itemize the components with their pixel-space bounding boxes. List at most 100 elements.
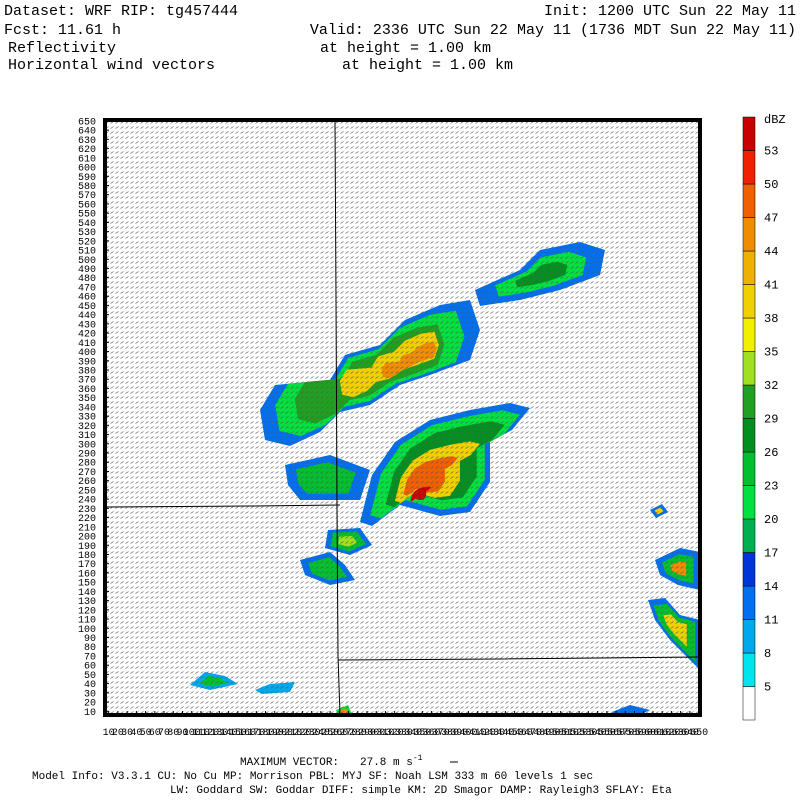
county-border <box>334 121 341 716</box>
color-swatch <box>742 116 756 151</box>
x-tick-label: 360 <box>423 728 441 739</box>
x-tick-label: 610 <box>653 728 671 739</box>
y-tick-label: 190 <box>78 542 96 553</box>
x-tick-label: 90 <box>176 728 188 739</box>
color-swatch <box>742 485 756 520</box>
y-tick-label: 320 <box>78 422 96 433</box>
y-tick-label: 460 <box>78 293 96 304</box>
colorbar-label: 32 <box>764 379 778 393</box>
colorbar-label: 23 <box>764 480 778 494</box>
y-tick-label: 440 <box>78 311 96 322</box>
y-tick-label: 150 <box>78 579 96 590</box>
y-tick-label: 10 <box>84 708 96 719</box>
y-tick-label: 210 <box>78 523 96 534</box>
y-tick-label: 70 <box>84 652 96 663</box>
x-tick-label: 10 <box>103 728 115 739</box>
y-tick-label: 370 <box>78 376 96 387</box>
dataset: Dataset: WRF RIP: tg457444 <box>4 3 238 20</box>
colorbar-label: 5 <box>764 681 771 695</box>
y-tick-label: 590 <box>78 173 96 184</box>
color-swatch <box>742 250 756 285</box>
color-swatch <box>742 518 756 553</box>
x-tick-label: 470 <box>524 728 542 739</box>
y-tick-label: 100 <box>78 625 96 636</box>
axes: 1020304050607080901001101201301401501601… <box>78 117 708 739</box>
x-tick-label: 460 <box>515 728 533 739</box>
colorbar-unit: dBZ <box>764 113 786 127</box>
x-tick-label: 570 <box>616 728 634 739</box>
colorbar-label: 14 <box>764 580 778 594</box>
y-tick-label: 30 <box>84 689 96 700</box>
x-tick-label: 620 <box>662 728 680 739</box>
x-tick-label: 70 <box>158 728 170 739</box>
x-tick-label: 530 <box>579 728 597 739</box>
y-tick-label: 140 <box>78 588 96 599</box>
y-tick-label: 220 <box>78 514 96 525</box>
x-tick-label: 230 <box>303 728 321 739</box>
color-swatch <box>742 652 756 687</box>
colorbar-label: 35 <box>764 346 778 360</box>
y-tick-label: 260 <box>78 477 96 488</box>
colorbar-label: 8 <box>764 647 771 661</box>
y-tick-label: 600 <box>78 164 96 175</box>
y-tick-label: 500 <box>78 256 96 267</box>
x-tick-label: 210 <box>284 728 302 739</box>
colorbar-label: 44 <box>764 245 778 259</box>
y-tick-label: 40 <box>84 680 96 691</box>
y-tick-label: 200 <box>78 533 96 544</box>
x-tick-label: 220 <box>293 728 311 739</box>
color-swatch <box>742 552 756 587</box>
x-tick-label: 630 <box>672 728 690 739</box>
max-vector-value: 27.8 m s <box>360 757 413 769</box>
county-border <box>337 656 701 661</box>
x-tick-label: 100 <box>183 728 201 739</box>
color-swatch <box>742 585 756 620</box>
x-tick-label: 310 <box>376 728 394 739</box>
x-tick-label: 440 <box>496 728 514 739</box>
x-tick-label: 60 <box>149 728 161 739</box>
color-swatch <box>742 217 756 252</box>
field-level: at height = 1.00 km <box>320 40 491 57</box>
x-tick-label: 490 <box>542 728 560 739</box>
x-tick-label: 380 <box>441 728 459 739</box>
x-tick-label: 600 <box>644 728 662 739</box>
x-tick-label: 300 <box>367 728 385 739</box>
y-tick-label: 470 <box>78 283 96 294</box>
y-tick-label: 340 <box>78 403 96 414</box>
colorbar-label: 38 <box>764 312 778 326</box>
field-name: Horizontal wind vectors <box>8 57 215 74</box>
y-tick-label: 550 <box>78 210 96 221</box>
x-tick-label: 270 <box>340 728 358 739</box>
x-tick-label: 420 <box>478 728 496 739</box>
color-swatch <box>742 418 756 453</box>
y-tick-label: 90 <box>84 634 96 645</box>
forecast-hour: Fcst: 11.61 h <box>4 22 121 39</box>
y-tick-label: 230 <box>78 505 96 516</box>
y-tick-label: 130 <box>78 597 96 608</box>
y-tick-label: 520 <box>78 237 96 248</box>
color-swatch <box>742 317 756 352</box>
color-swatch <box>742 284 756 319</box>
y-tick-label: 350 <box>78 394 96 405</box>
x-tick-label: 40 <box>130 728 142 739</box>
x-tick-label: 430 <box>487 728 505 739</box>
y-tick-label: 580 <box>78 182 96 193</box>
y-tick-label: 420 <box>78 330 96 341</box>
color-swatch <box>742 150 756 185</box>
color-swatch <box>742 183 756 218</box>
colorbar: 5 8 11 14 17 20 23 26 29 32 35 38 41 44 47 50 53 dBZ <box>742 113 786 721</box>
colorbar-label: 53 <box>764 145 778 159</box>
y-tick-label: 380 <box>78 366 96 377</box>
x-tick-label: 170 <box>247 728 265 739</box>
x-tick-label: 590 <box>635 728 653 739</box>
y-tick-label: 280 <box>78 459 96 470</box>
x-tick-label: 250 <box>321 728 339 739</box>
x-tick-label: 580 <box>625 728 643 739</box>
y-tick-label: 510 <box>78 247 96 258</box>
x-tick-label: 280 <box>349 728 367 739</box>
colorbar-label: 41 <box>764 279 778 293</box>
max-vector-value: 27.8 m s-1 <box>360 754 423 769</box>
x-tick-label: 330 <box>395 728 413 739</box>
y-tick-label: 610 <box>78 154 96 165</box>
